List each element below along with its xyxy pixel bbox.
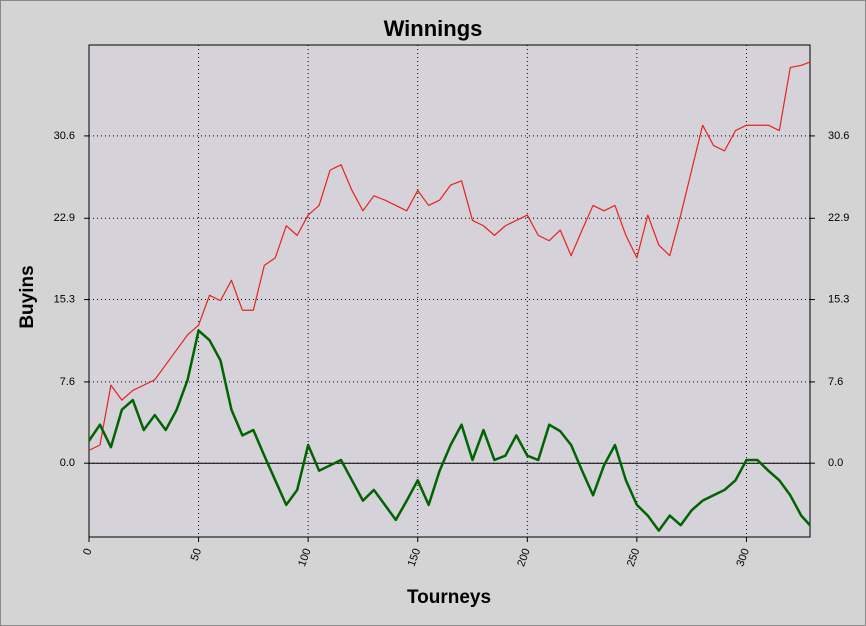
x-tick-label: 150 (406, 547, 424, 568)
x-tick-label: 50 (189, 547, 204, 563)
series-line (88, 61, 811, 451)
x-tick-label: 100 (296, 547, 314, 568)
y-tick-label-right: 22.9 (828, 212, 849, 224)
x-axis-title: Tourneys (407, 587, 491, 608)
y-axis-title: Buyins (17, 265, 38, 328)
y-tick-label: 22.9 (54, 212, 75, 224)
x-tick-label: 0 (81, 547, 94, 557)
y-tick-label: 15.3 (54, 293, 75, 305)
y-tick-label: 0.0 (60, 457, 75, 469)
plot-area (88, 44, 811, 538)
x-tick-label: 250 (625, 547, 643, 568)
y-tick-label-right: 15.3 (828, 293, 849, 305)
y-tick-label-right: 0.0 (828, 457, 843, 469)
y-tick-label: 7.6 (60, 376, 75, 388)
y-tick-label-right: 30.6 (828, 130, 849, 142)
y-tick-label: 30.6 (54, 130, 75, 142)
x-tick-label: 200 (515, 547, 533, 568)
chart-title: Winnings (384, 16, 483, 41)
y-tick-label-right: 7.6 (828, 376, 843, 388)
series-line (87, 329, 811, 532)
x-tick-label: 300 (734, 547, 752, 568)
